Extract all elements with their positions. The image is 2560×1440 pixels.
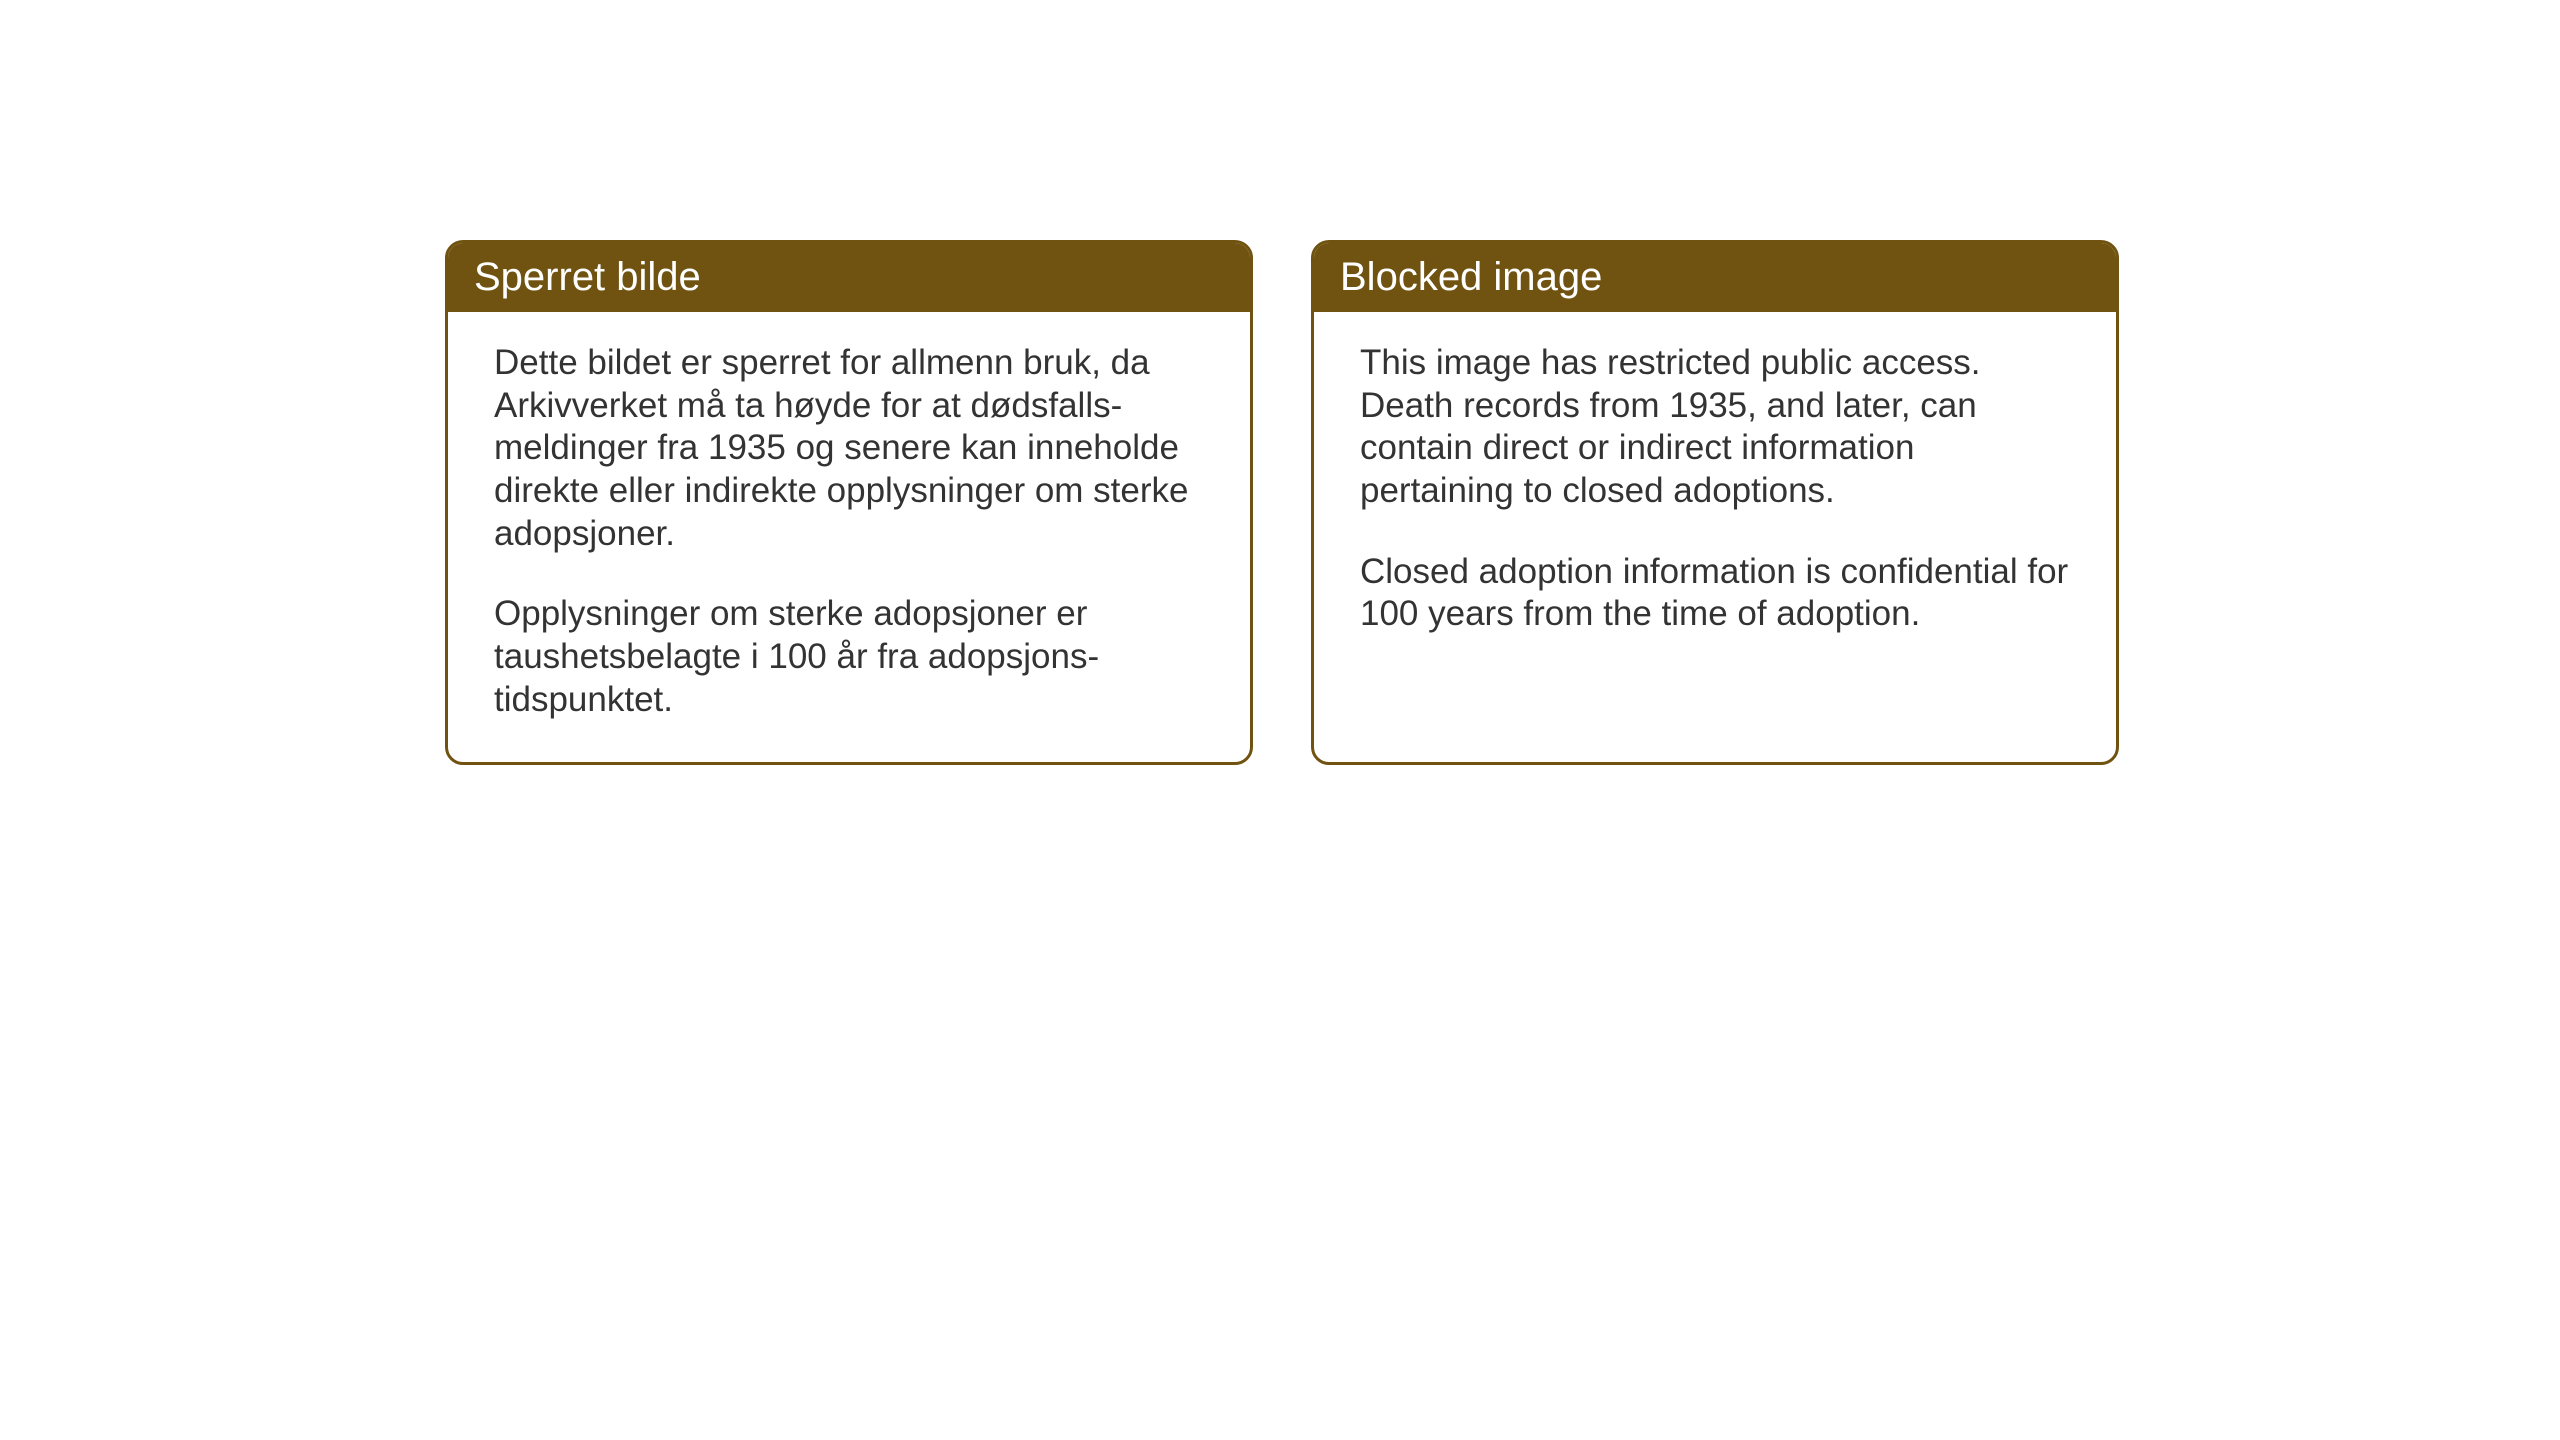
norwegian-paragraph-1: Dette bildet er sperret for allmenn bruk… [494,342,1204,555]
cards-container: Sperret bilde Dette bildet er sperret fo… [445,240,2119,765]
english-card: Blocked image This image has restricted … [1311,240,2119,765]
norwegian-card: Sperret bilde Dette bildet er sperret fo… [445,240,1253,765]
norwegian-card-body: Dette bildet er sperret for allmenn bruk… [448,312,1250,762]
english-paragraph-2: Closed adoption information is confident… [1360,551,2070,636]
english-card-title: Blocked image [1340,255,1602,299]
english-paragraph-1: This image has restricted public access.… [1360,342,2070,513]
norwegian-card-header: Sperret bilde [448,243,1250,312]
norwegian-paragraph-2: Opplysninger om sterke adopsjoner er tau… [494,593,1204,721]
english-card-header: Blocked image [1314,243,2116,312]
norwegian-card-title: Sperret bilde [474,255,701,299]
english-card-body: This image has restricted public access.… [1314,312,2116,676]
